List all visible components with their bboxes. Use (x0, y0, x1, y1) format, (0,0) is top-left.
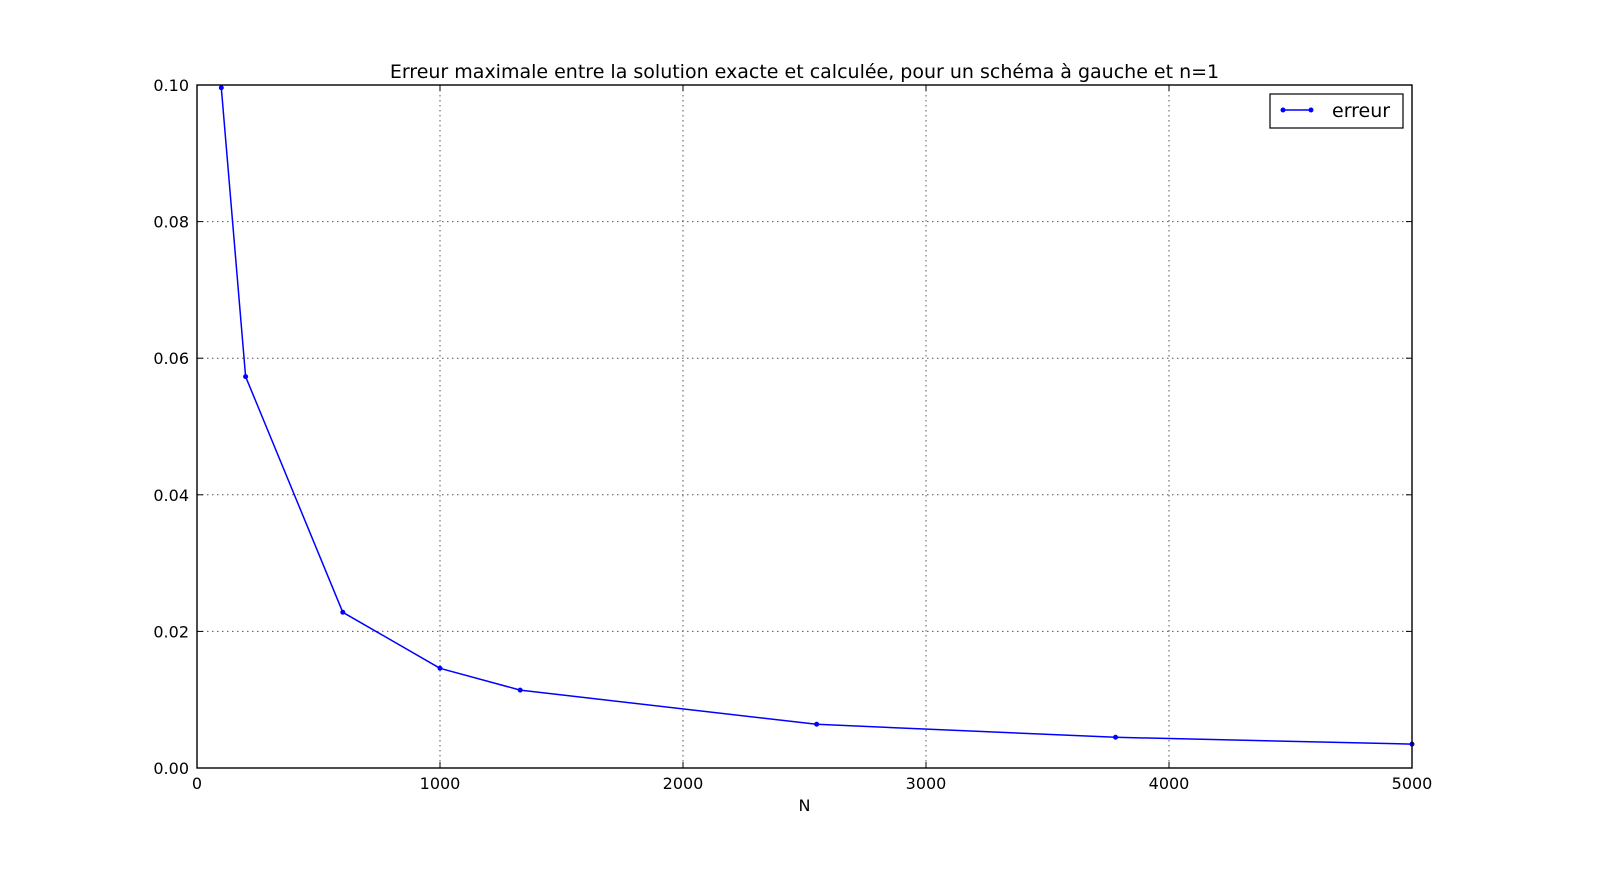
series-line-erreur (220, 87, 1413, 745)
x-tick-label: 2000 (663, 774, 704, 793)
data-point (1113, 734, 1119, 740)
x-tick-label: 4000 (1149, 774, 1190, 793)
y-tick-label: 0.08 (153, 213, 189, 232)
x-tick-label: 3000 (906, 774, 947, 793)
y-tick-label: 0.10 (153, 76, 189, 95)
x-tick-label: 0 (192, 774, 202, 793)
legend-entry-label: erreur (1332, 100, 1390, 122)
x-axis-label: N (799, 796, 811, 815)
legend-marker (1280, 107, 1286, 113)
data-point (243, 374, 249, 380)
data-point (517, 687, 523, 693)
y-tick-label: 0.02 (153, 622, 189, 641)
axis-ticks: 0 1000 2000 3000 4000 5000 0.00 0.02 0.04 0.06 0.0… (153, 76, 1432, 793)
legend: erreur (1269, 93, 1404, 129)
chart-title: Erreur maximale entre la solution exacte… (390, 61, 1219, 83)
data-point (340, 609, 346, 615)
plot-frame (196, 84, 1413, 769)
series-layer (218, 85, 1415, 747)
y-tick-label: 0.00 (153, 759, 189, 778)
data-point (437, 665, 443, 671)
x-tick-label: 1000 (420, 774, 461, 793)
y-tick-label: 0.06 (153, 349, 189, 368)
data-point (814, 721, 820, 727)
legend-box (1269, 93, 1404, 129)
legend-marker (1308, 107, 1314, 113)
data-point (218, 85, 224, 91)
y-tick-label: 0.04 (153, 486, 189, 505)
x-tick-label: 5000 (1392, 774, 1433, 793)
grid-lines (197, 85, 1412, 768)
